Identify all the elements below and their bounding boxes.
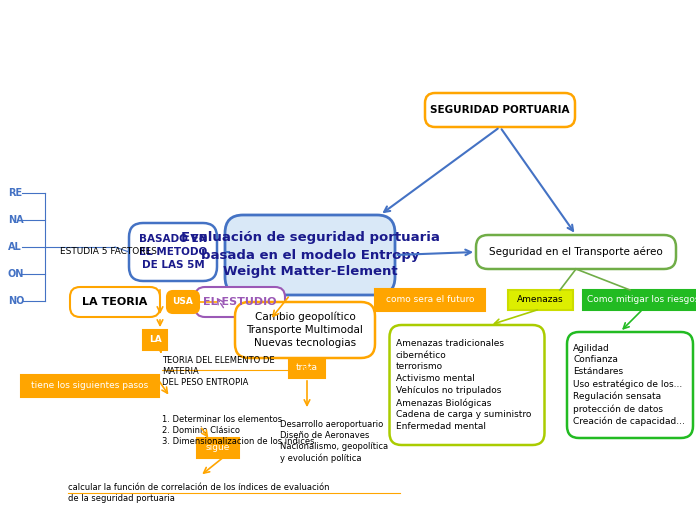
Text: sigue: sigue <box>206 444 230 452</box>
Text: como sera el futuro: como sera el futuro <box>386 295 474 305</box>
Text: Evaluación de seguridad portuaria
basada en el modelo Entropy
Weight Matter-Elem: Evaluación de seguridad portuaria basada… <box>180 231 439 279</box>
Text: Seguridad en el Transporte aéreo: Seguridad en el Transporte aéreo <box>489 247 663 257</box>
Text: AL: AL <box>8 242 22 252</box>
FancyBboxPatch shape <box>167 291 199 313</box>
Text: Agilidad
Confianza
Estándares
Uso estratégico de los...
Regulación sensata
prote: Agilidad Confianza Estándares Uso estrat… <box>573 344 685 426</box>
FancyBboxPatch shape <box>197 438 239 458</box>
FancyBboxPatch shape <box>195 287 285 317</box>
Text: EL ESTUDIO: EL ESTUDIO <box>203 297 277 307</box>
FancyBboxPatch shape <box>289 358 325 378</box>
Text: trata: trata <box>296 363 318 372</box>
Text: ESTUDIA 5 FACTORES: ESTUDIA 5 FACTORES <box>60 247 157 256</box>
FancyBboxPatch shape <box>21 375 159 397</box>
Text: TEORIA DEL ELEMENTO DE
MATERIA
DEL PESO ENTROPIA: TEORIA DEL ELEMENTO DE MATERIA DEL PESO … <box>162 356 275 387</box>
FancyBboxPatch shape <box>143 330 167 350</box>
Text: Amenazas tradicionales
cibernético
terrorismo
Activismo mental
Vehículos no trip: Amenazas tradicionales cibernético terro… <box>395 339 531 431</box>
Text: Amenazas: Amenazas <box>516 295 563 305</box>
Text: Desarrollo aeroportuario
Diseño de Aeronaves
Nacionalismo, geopolítica
y evoluci: Desarrollo aeroportuario Diseño de Aeron… <box>280 420 388 463</box>
Text: 1. Determinar los elementos
2. Dominio Clásico
3. Dimensionalizacion de los índi: 1. Determinar los elementos 2. Dominio C… <box>162 415 315 446</box>
Text: Cambio geopolítico
Transporte Multimodal
Nuevas tecnologias: Cambio geopolítico Transporte Multimodal… <box>246 311 363 348</box>
Text: NO: NO <box>8 296 24 306</box>
Text: LA: LA <box>149 335 161 344</box>
Text: SEGURIDAD PORTUARIA: SEGURIDAD PORTUARIA <box>430 105 570 115</box>
Text: calcular la función de correlación de los índices de evaluación
de la seguridad : calcular la función de correlación de lo… <box>68 483 329 503</box>
Text: BASADO EN
EL METODO
DE LAS 5M: BASADO EN EL METODO DE LAS 5M <box>139 234 207 270</box>
Text: NA: NA <box>8 215 24 225</box>
Text: USA: USA <box>173 297 193 306</box>
FancyBboxPatch shape <box>583 290 696 310</box>
FancyBboxPatch shape <box>390 325 544 445</box>
FancyBboxPatch shape <box>425 93 575 127</box>
FancyBboxPatch shape <box>225 215 395 295</box>
FancyBboxPatch shape <box>567 332 693 438</box>
FancyBboxPatch shape <box>235 302 375 358</box>
Text: ON: ON <box>8 269 24 279</box>
FancyBboxPatch shape <box>476 235 676 269</box>
FancyBboxPatch shape <box>507 290 573 310</box>
Text: RE: RE <box>8 188 22 198</box>
Text: Como mitigar los riesgos: Como mitigar los riesgos <box>587 295 696 305</box>
Text: LA TEORIA: LA TEORIA <box>82 297 148 307</box>
FancyBboxPatch shape <box>375 289 485 311</box>
Text: tiene los siguientes pasos: tiene los siguientes pasos <box>31 382 149 391</box>
FancyBboxPatch shape <box>129 223 217 281</box>
FancyBboxPatch shape <box>70 287 160 317</box>
